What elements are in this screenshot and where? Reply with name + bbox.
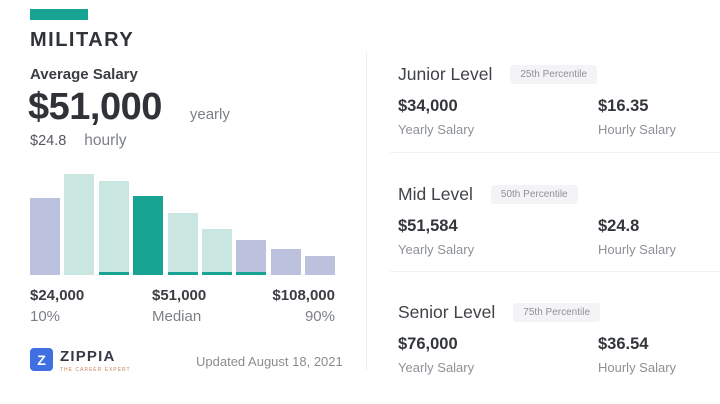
histogram-label-90th-percentile: $108,000 90% xyxy=(272,285,335,327)
mid-hourly-block: $24.8 Hourly Salary xyxy=(598,217,708,257)
percentile-90-label: 90% xyxy=(304,308,335,325)
junior-yearly-amount: $34,000 xyxy=(398,97,458,115)
junior-level-title: Junior Level xyxy=(398,63,493,84)
histogram-bar xyxy=(236,240,267,275)
mid-hourly-amount: $24.8 xyxy=(598,217,640,235)
salary-histogram xyxy=(30,174,335,275)
vertical-divider xyxy=(366,52,367,370)
percentile-10-amount: $24,000 xyxy=(30,287,85,304)
histogram-bar xyxy=(201,229,232,275)
hourly-unit-label: hourly xyxy=(84,132,127,149)
mid-level-title: Mid Level xyxy=(398,183,473,204)
teal-accent-bar xyxy=(30,9,88,20)
percentile-10-label: 10% xyxy=(30,308,61,325)
hourly-salary-amount: $24.8 xyxy=(30,133,67,149)
yearly-salary-row: $51,000 yearly xyxy=(28,86,230,129)
zippia-wordmark: ZIPPIA THE CAREER EXPERT xyxy=(60,348,131,373)
senior-level-title: Senior Level xyxy=(398,301,496,322)
yearly-salary-caption: Yearly Salary xyxy=(398,122,475,137)
junior-level-section: Junior Level 25th Percentile $34,000 Yea… xyxy=(398,62,708,138)
page-title: MILITARY xyxy=(30,29,135,51)
mid-yearly-block: $51,584 Yearly Salary xyxy=(398,217,598,257)
yearly-unit-label: yearly xyxy=(189,106,230,123)
senior-hourly-block: $36.54 Hourly Salary xyxy=(598,335,708,375)
histogram-bar xyxy=(270,249,301,275)
yearly-salary-caption: Yearly Salary xyxy=(398,360,475,375)
average-salary-label: Average Salary xyxy=(30,66,138,83)
histogram-bar xyxy=(305,256,335,275)
yearly-salary-amount: $51,000 xyxy=(28,86,162,128)
percentile-90-amount: $108,000 xyxy=(272,287,335,304)
zippia-z-icon: Z xyxy=(30,348,53,371)
histogram-bar xyxy=(98,181,129,275)
mid-level-section: Mid Level 50th Percentile $51,584 Yearly… xyxy=(398,182,708,258)
percentile-badge: 25th Percentile xyxy=(510,64,598,84)
updated-date: Updated August 18, 2021 xyxy=(196,354,343,369)
histogram-label-median: $51,000 Median xyxy=(152,285,206,327)
histogram-bar xyxy=(30,198,60,275)
section-divider xyxy=(390,152,720,153)
senior-yearly-block: $76,000 Yearly Salary xyxy=(398,335,598,375)
histogram-bar xyxy=(64,174,95,275)
zippia-logo: Z ZIPPIA THE CAREER EXPERT xyxy=(30,348,131,373)
mid-yearly-amount: $51,584 xyxy=(398,217,458,235)
senior-hourly-amount: $36.54 xyxy=(598,335,649,353)
median-label: Median xyxy=(152,308,202,325)
percentile-badge: 50th Percentile xyxy=(490,184,578,204)
senior-level-section: Senior Level 75th Percentile $76,000 Yea… xyxy=(398,300,708,376)
percentile-badge: 75th Percentile xyxy=(513,302,601,322)
junior-hourly-block: $16.35 Hourly Salary xyxy=(598,97,708,137)
hourly-salary-row: $24.8 hourly xyxy=(30,132,127,150)
brand-name: ZIPPIA xyxy=(60,348,116,365)
hourly-salary-caption: Hourly Salary xyxy=(598,360,677,375)
junior-hourly-amount: $16.35 xyxy=(598,97,649,115)
junior-yearly-block: $34,000 Yearly Salary xyxy=(398,97,598,137)
brand-tagline: THE CAREER EXPERT xyxy=(60,367,131,373)
hourly-salary-caption: Hourly Salary xyxy=(598,242,677,257)
histogram-bar-median xyxy=(133,196,164,275)
yearly-salary-caption: Yearly Salary xyxy=(398,242,475,257)
median-amount: $51,000 xyxy=(152,287,207,304)
histogram-label-10th-percentile: $24,000 10% xyxy=(30,285,84,327)
hourly-salary-caption: Hourly Salary xyxy=(598,122,677,137)
histogram-bar xyxy=(167,213,198,275)
section-divider xyxy=(390,271,720,272)
senior-yearly-amount: $76,000 xyxy=(398,335,458,353)
